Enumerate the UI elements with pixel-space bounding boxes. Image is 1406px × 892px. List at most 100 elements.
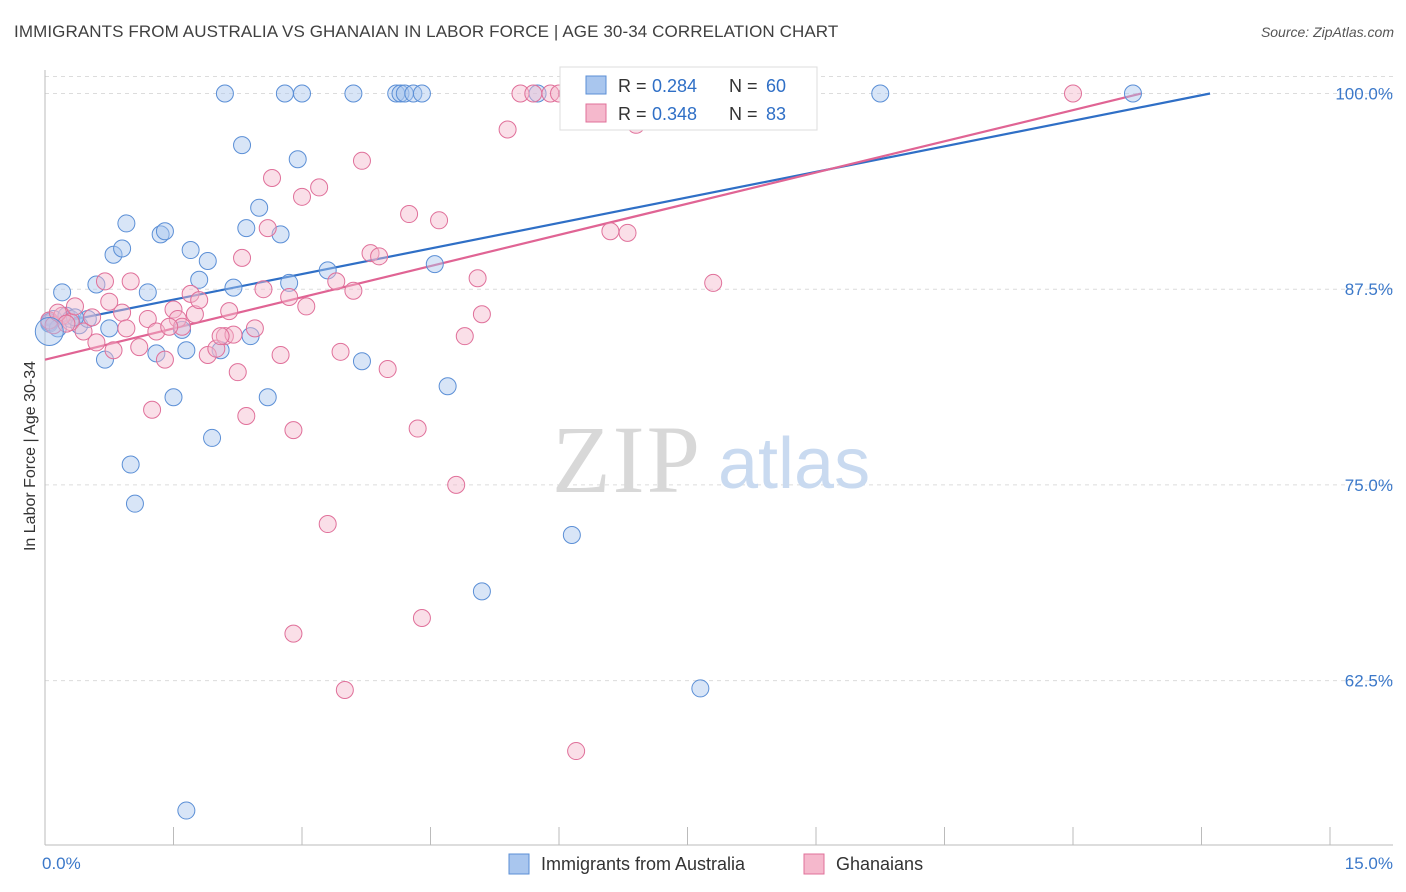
ghanaians-point	[130, 338, 149, 357]
ghanaians-point	[100, 292, 119, 311]
australia-point	[1123, 84, 1142, 103]
source-credit: Source: ZipAtlas.com	[1260, 24, 1394, 40]
ghanaians-point	[245, 319, 264, 338]
grid-lines	[45, 75, 1393, 682]
australia-point	[138, 283, 157, 302]
ghanaians-point	[254, 280, 273, 299]
ghanaians-point	[74, 322, 93, 341]
y-tick-label: 87.5%	[1345, 280, 1393, 299]
ghanaians-point	[138, 309, 157, 328]
ghanaians-point	[185, 305, 204, 324]
ghanaians-point	[83, 308, 102, 327]
ghanaians-point	[447, 475, 466, 494]
ghanaians-point	[498, 120, 517, 139]
stats-r-value-blue: 0.284	[652, 76, 697, 96]
stats-legend: R = 0.284 N = 60 R = 0.348 N = 83	[559, 66, 818, 131]
australia-point	[438, 377, 457, 396]
ghanaians-point	[378, 360, 397, 379]
australia-point	[562, 526, 581, 544]
australia-point	[344, 84, 363, 103]
ghanaians-point	[327, 272, 346, 291]
ghanaians-point	[567, 742, 586, 761]
australia-point	[117, 214, 136, 233]
ghanaians-point	[271, 345, 290, 364]
ghanaians-point	[430, 211, 449, 230]
australia-point-large	[34, 316, 64, 346]
watermark-zip: ZIP	[552, 406, 702, 513]
ghanaians-point	[1064, 84, 1082, 103]
ghanaians-point	[511, 84, 530, 103]
ghanaians-point	[280, 288, 299, 307]
ghanaians-point	[87, 333, 106, 352]
y-tick-label: 62.5%	[1345, 672, 1393, 691]
australia-point	[121, 455, 140, 474]
legend-swatch-australia	[508, 853, 530, 875]
watermark-atlas: atlas	[718, 424, 870, 504]
australia-point	[181, 241, 200, 260]
y-tick-label: 100.0%	[1335, 84, 1393, 103]
ghanaians-point	[331, 342, 350, 361]
australia-point	[53, 283, 72, 302]
australia-point	[250, 198, 269, 217]
australia-point	[203, 428, 222, 447]
australia-point	[190, 270, 209, 289]
axes	[44, 70, 1393, 846]
ghanaians-point	[104, 341, 123, 360]
legend-label-australia: Immigrants from Australia	[541, 854, 746, 874]
y-tick-label: 75.0%	[1345, 476, 1393, 495]
australia-point	[177, 801, 196, 820]
ghanaians-point	[211, 327, 230, 346]
legend-swatch-ghanaians	[803, 853, 825, 875]
australia-point	[275, 84, 294, 103]
ghanaians-point	[57, 314, 76, 333]
stats-n-value-blue: 60	[766, 76, 786, 96]
ghanaians-point	[65, 297, 84, 316]
ghanaians-point	[160, 317, 179, 336]
stats-n-label-pink: N =	[729, 104, 758, 124]
ghanaians-point	[224, 325, 243, 344]
australia-point	[425, 255, 444, 274]
ghanaians-point	[155, 350, 174, 369]
australia-point	[391, 84, 410, 103]
ghanaians-point	[455, 327, 474, 346]
ghanaians-point	[310, 178, 329, 197]
ghanaians-point	[258, 219, 277, 238]
ghanaians-point	[412, 608, 431, 627]
australia-point	[871, 84, 890, 103]
ghanaians-point	[233, 248, 252, 267]
watermark: ZIP atlas	[552, 406, 870, 513]
australia-point	[125, 494, 144, 513]
ghanaians-point	[95, 272, 114, 291]
y-axis-title: In Labor Force | Age 30-34	[22, 361, 39, 551]
stats-r-label-blue: R =	[618, 76, 647, 96]
australia-point	[258, 388, 277, 407]
ghanaians-point	[370, 247, 389, 266]
ghanaians-point	[121, 272, 140, 291]
ghanaians-point	[618, 223, 637, 242]
australia-point	[224, 278, 243, 297]
ghanaians-point	[237, 407, 256, 426]
ghanaians-point	[524, 84, 543, 103]
series-australia-points	[40, 84, 1142, 820]
ghanaians-point	[352, 151, 371, 170]
ghanaians-point	[297, 297, 316, 316]
ghanaians-point	[400, 205, 419, 224]
ghanaians-point	[335, 681, 354, 699]
australia-point	[164, 388, 183, 407]
australia-point	[412, 84, 431, 103]
ghanaians-point	[601, 222, 620, 241]
australia-point	[288, 150, 307, 169]
australia-point	[352, 352, 371, 371]
australia-point	[177, 341, 196, 360]
australia-point	[215, 84, 234, 103]
ghanaians-point	[318, 515, 337, 534]
australia-point	[293, 84, 311, 103]
australia-point	[155, 222, 174, 241]
stats-r-value-pink: 0.348	[652, 104, 697, 124]
ghanaians-point	[472, 305, 491, 324]
ghanaians-point	[344, 281, 363, 300]
ghanaians-point	[468, 269, 487, 288]
stats-r-label-pink: R =	[618, 104, 647, 124]
australia-point	[691, 679, 710, 698]
trend-line-ghanaians	[44, 92, 1142, 361]
